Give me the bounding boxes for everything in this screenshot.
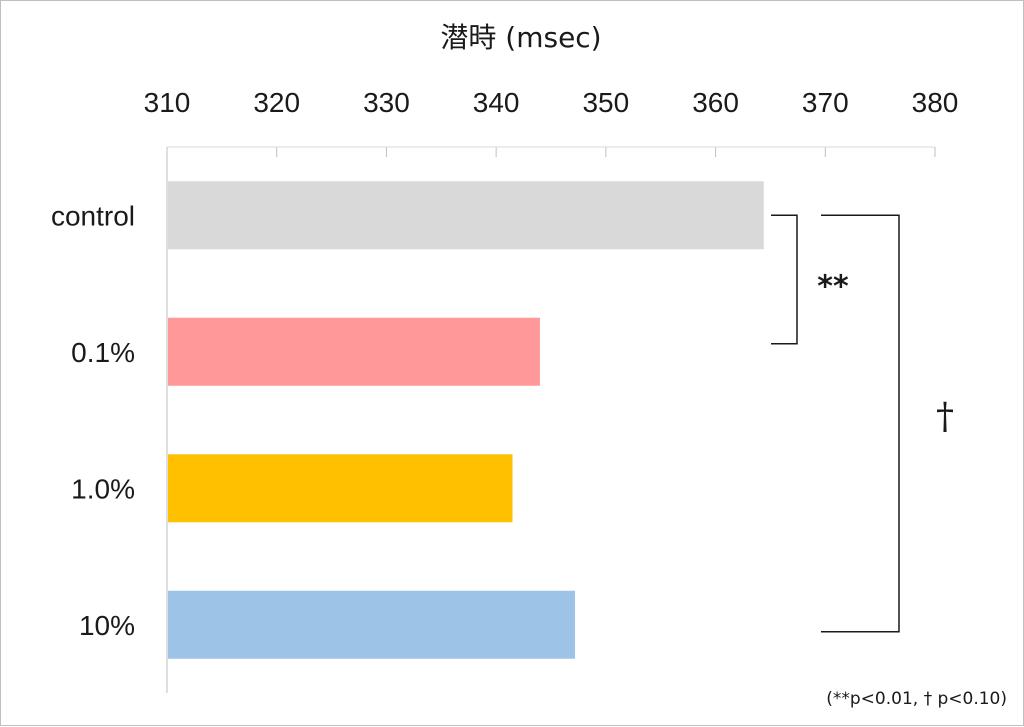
category-label: control (51, 200, 135, 231)
x-axis-ticks: 310 320 330 340 350 360 370 380 (144, 87, 959, 157)
significance-marker-dagger: † (936, 397, 954, 438)
chart-title: 潜時 (msec) (440, 21, 601, 54)
bar-3 (168, 454, 513, 523)
significance-brackets: ** † (771, 214, 954, 633)
x-tick-label: 310 (144, 87, 191, 118)
x-tick-label: 320 (253, 87, 300, 118)
bar-2 (168, 317, 540, 386)
category-label: 0.1% (71, 337, 135, 368)
significance-marker-double-star: ** (817, 270, 849, 305)
x-tick-label: 370 (802, 87, 849, 118)
bar-4 (168, 590, 576, 659)
bracket-control-vs-10 (821, 214, 900, 633)
category-label: 1.0% (71, 473, 135, 504)
category-labels: control 0.1% 1.0% 10% (51, 200, 135, 641)
x-tick-label: 380 (912, 87, 959, 118)
category-label: 10% (79, 610, 135, 641)
significance-footnote: (**p<0.01, † p<0.10) (826, 689, 1007, 709)
x-tick-label: 340 (473, 87, 520, 118)
x-tick-label: 360 (692, 87, 739, 118)
bars (168, 181, 764, 659)
bracket-control-vs-0.1 (771, 214, 798, 345)
x-tick-label: 350 (582, 87, 629, 118)
bar-1 (168, 181, 764, 250)
x-tick-label: 330 (363, 87, 410, 118)
